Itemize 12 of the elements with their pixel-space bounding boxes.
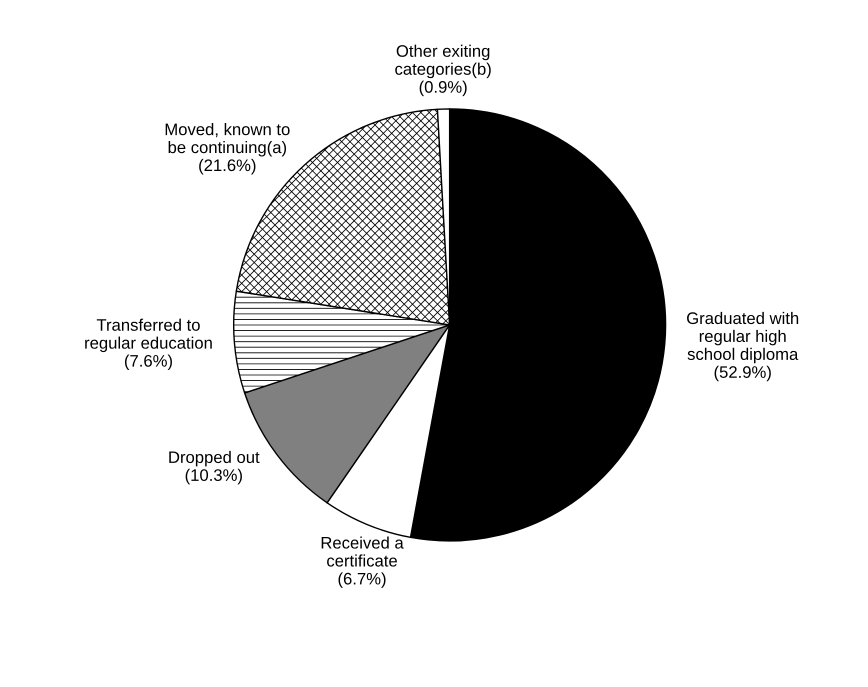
data-label: (21.6%) bbox=[199, 158, 256, 174]
data-label: (52.9%) bbox=[714, 366, 771, 382]
data-label: (7.6%) bbox=[124, 354, 172, 370]
data-label: (10.3%) bbox=[186, 468, 242, 484]
slice-label: Received a certificate bbox=[322, 536, 404, 567]
slice-label: Transferred to regular education bbox=[85, 318, 212, 352]
slice-label: Dropped out bbox=[169, 450, 260, 466]
slice-label: Graduated with regular high school diploma bbox=[687, 312, 798, 364]
data-label: (0.9%) bbox=[420, 80, 467, 96]
slice-label: Moved, known to be continuing(a) bbox=[166, 123, 290, 157]
slice-label: Other exiting categories(b) bbox=[395, 44, 491, 78]
data-label: (6.7%) bbox=[338, 572, 386, 588]
